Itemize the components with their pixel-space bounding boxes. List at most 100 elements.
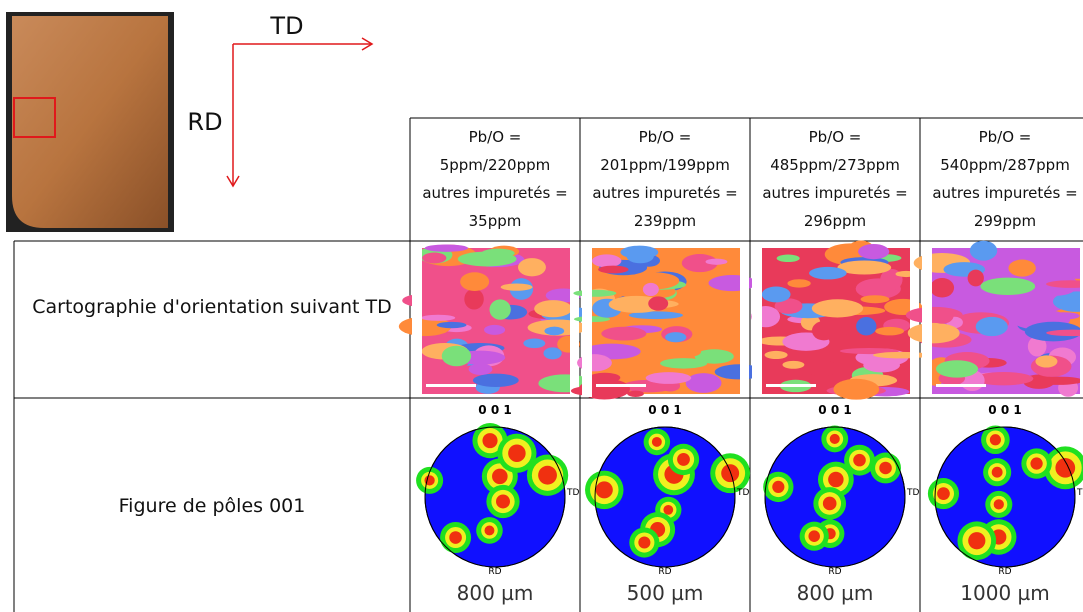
table-borders bbox=[13, 117, 1083, 612]
grain bbox=[1047, 312, 1080, 320]
td-arrowhead bbox=[361, 37, 374, 51]
grain bbox=[782, 360, 805, 369]
pole-blob bbox=[492, 468, 508, 485]
header-line: autres impuretés = bbox=[762, 184, 908, 202]
grain bbox=[1053, 291, 1083, 312]
grain bbox=[837, 260, 892, 275]
grain bbox=[1046, 280, 1083, 288]
pole-blob bbox=[822, 496, 837, 511]
pole-blob bbox=[638, 536, 651, 549]
pole-outline bbox=[764, 426, 906, 568]
grain bbox=[601, 326, 647, 341]
header-line: 201ppm/199ppm bbox=[600, 156, 730, 174]
scale-bar bbox=[936, 384, 986, 387]
pole-figure bbox=[416, 423, 569, 568]
pole-top: 0 0 1 bbox=[988, 403, 1021, 417]
grain bbox=[930, 308, 954, 324]
grain bbox=[694, 349, 734, 364]
grain bbox=[534, 300, 573, 318]
header-line: Pb/O = bbox=[468, 128, 522, 146]
header-line: 35ppm bbox=[468, 212, 522, 230]
pole-blob bbox=[677, 453, 690, 466]
grain bbox=[627, 390, 644, 397]
orientation-map bbox=[570, 242, 764, 400]
pole-figure bbox=[763, 425, 906, 568]
header-line: autres impuretés = bbox=[592, 184, 738, 202]
grain bbox=[444, 365, 468, 373]
pole-blob bbox=[595, 481, 613, 499]
grain bbox=[424, 244, 469, 252]
grain bbox=[804, 360, 840, 377]
pole-blob bbox=[993, 499, 1004, 510]
map-frame-mask bbox=[412, 242, 422, 397]
row-label: Figure de pôles 001 bbox=[118, 495, 306, 517]
scale-label: 800 µm bbox=[796, 581, 874, 605]
grain bbox=[684, 346, 702, 357]
grain bbox=[628, 311, 683, 320]
scale-label: 1000 µm bbox=[960, 581, 1050, 605]
grain bbox=[811, 320, 836, 341]
pole-blob bbox=[1055, 457, 1076, 478]
grain bbox=[523, 338, 546, 349]
rd-label: RD bbox=[187, 108, 223, 136]
grain bbox=[681, 254, 718, 273]
grain bbox=[464, 288, 484, 310]
grain bbox=[441, 345, 472, 367]
header-line: 296ppm bbox=[803, 212, 867, 230]
grain bbox=[714, 364, 764, 380]
grain bbox=[468, 363, 493, 375]
grain bbox=[1046, 329, 1083, 337]
grain bbox=[708, 274, 757, 292]
grain bbox=[1033, 376, 1083, 385]
pole-blob bbox=[808, 530, 820, 542]
scale-bar bbox=[766, 384, 816, 387]
pole-blob bbox=[772, 480, 785, 494]
grain bbox=[764, 350, 788, 360]
header-line: 5ppm/220ppm bbox=[439, 156, 551, 174]
grain bbox=[570, 385, 615, 396]
grain bbox=[628, 272, 680, 290]
pole-blob bbox=[651, 436, 662, 447]
grain bbox=[975, 316, 1008, 337]
grain bbox=[974, 371, 1034, 386]
header-line: 299ppm bbox=[973, 212, 1037, 230]
pole-bottom: RD bbox=[998, 567, 1011, 577]
copper-sample bbox=[12, 16, 168, 228]
grain bbox=[774, 298, 803, 314]
scale-bar bbox=[426, 384, 476, 387]
grain bbox=[811, 299, 864, 318]
map-frame-mask bbox=[582, 242, 592, 397]
scale-label: 500 µm bbox=[626, 581, 704, 605]
pole-blob bbox=[853, 453, 866, 467]
grain bbox=[481, 248, 515, 258]
rd-arrowhead bbox=[226, 175, 240, 188]
grain bbox=[863, 357, 900, 373]
pole-outline bbox=[934, 426, 1076, 568]
pole-blob bbox=[828, 471, 844, 488]
pole-blob bbox=[1030, 457, 1043, 470]
td-label: TD bbox=[270, 12, 304, 40]
header-line: Pb/O = bbox=[978, 128, 1032, 146]
grain bbox=[776, 254, 800, 263]
header-line: autres impuretés = bbox=[422, 184, 568, 202]
grain bbox=[685, 373, 722, 393]
grain bbox=[436, 321, 467, 329]
grain bbox=[484, 324, 506, 335]
grain bbox=[573, 289, 617, 297]
grain bbox=[398, 316, 452, 337]
grain bbox=[873, 351, 931, 359]
pole-top: 0 0 1 bbox=[478, 403, 511, 417]
grain bbox=[1035, 355, 1058, 368]
header-line: 239ppm bbox=[633, 212, 697, 230]
pole-blob bbox=[879, 461, 892, 475]
grain bbox=[705, 258, 728, 265]
grain bbox=[969, 240, 998, 261]
header-line: Pb/O = bbox=[638, 128, 692, 146]
grain bbox=[645, 372, 692, 384]
map-frame-mask bbox=[1080, 242, 1083, 397]
grain bbox=[787, 279, 811, 288]
scale-bar bbox=[596, 384, 646, 387]
pole-top: 0 0 1 bbox=[818, 403, 851, 417]
grain bbox=[544, 326, 565, 336]
